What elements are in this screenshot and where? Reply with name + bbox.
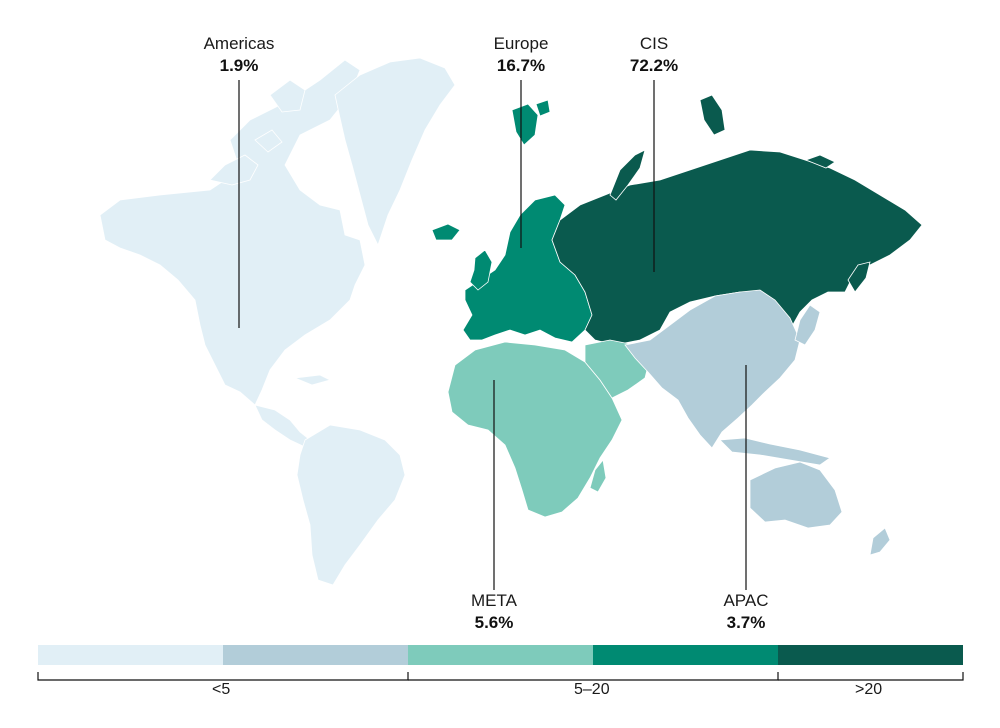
label-americas-value: 1.9% [219, 56, 259, 75]
legend-label-mid: 5–20 [574, 681, 610, 698]
leader-lines [238, 80, 747, 590]
legend-bracket-high [778, 672, 964, 681]
label-europe-value: 16.7% [496, 56, 546, 75]
label-apac-value: 3.7% [726, 613, 766, 632]
label-meta: META 5.6% [424, 590, 564, 634]
legend-band-4 [593, 645, 778, 665]
legend-band-5 [778, 645, 963, 665]
label-europe-name: Europe [493, 34, 549, 53]
legend-bracket-mid [408, 672, 779, 681]
legend-bracket-low [37, 672, 409, 681]
label-americas: Americas 1.9% [169, 33, 309, 77]
label-cis-value: 72.2% [629, 56, 679, 75]
legend-band-2 [223, 645, 408, 665]
label-cis-name: CIS [639, 34, 669, 53]
label-americas-name: Americas [203, 34, 275, 53]
label-europe: Europe 16.7% [451, 33, 591, 77]
region-meta[interactable] [447, 339, 651, 518]
legend-label-low: <5 [212, 681, 231, 698]
legend-band-1 [38, 645, 223, 665]
legend-band-3 [408, 645, 593, 665]
legend-brackets [37, 672, 964, 681]
legend-bar [38, 645, 963, 665]
label-meta-name: META [471, 591, 517, 610]
label-apac-name: APAC [723, 591, 769, 610]
region-europe[interactable] [431, 99, 593, 343]
region-apac[interactable] [624, 289, 891, 556]
label-apac: APAC 3.7% [676, 590, 816, 634]
label-meta-value: 5.6% [474, 613, 514, 632]
region-cis[interactable] [551, 94, 923, 346]
region-americas[interactable] [99, 57, 456, 586]
legend-label-high: >20 [855, 681, 883, 698]
label-cis: CIS 72.2% [584, 33, 724, 77]
